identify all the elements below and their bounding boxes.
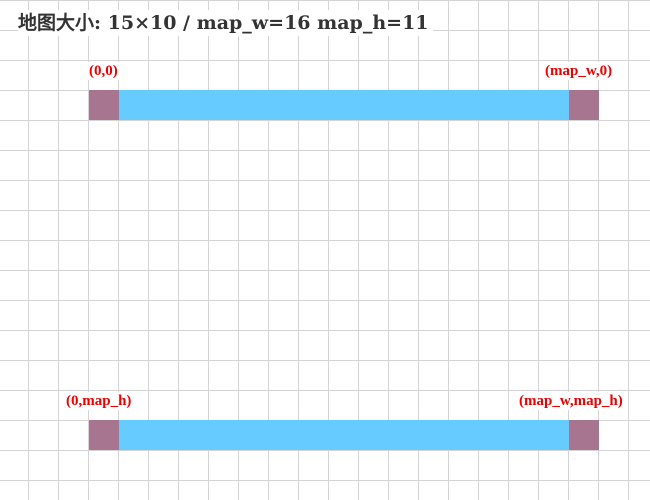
label-bottom-left: (0,map_h) [65,392,133,410]
top-row-bar [118,90,570,120]
bottom-row-bar [118,420,570,450]
label-top-left: (0,0) [88,62,119,80]
label-bottom-right: (map_w,map_h) [518,392,624,410]
map-size-title: 地图大小: 15×10 / map_w=16 map_h=11 [18,10,433,36]
label-top-right: (map_w,0) [544,62,614,80]
bottom-right-corner-cell [569,420,599,450]
top-left-corner-cell [89,90,119,120]
top-right-corner-cell [569,90,599,120]
bottom-left-corner-cell [89,420,119,450]
